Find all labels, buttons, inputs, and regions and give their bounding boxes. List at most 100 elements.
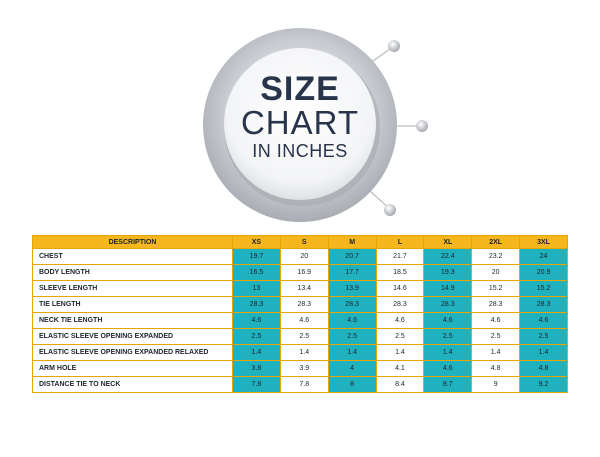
cell-value: 7.8 (279, 376, 329, 393)
cell-value: 23.2 (471, 248, 521, 265)
cell-value: 13.4 (279, 280, 329, 297)
dot-middle (416, 120, 428, 132)
header-size-xl: XL (423, 235, 473, 249)
table-header-row: DESCRIPTION XS S M L XL 2XL 3XL (32, 235, 568, 249)
cell-value: 19.3 (423, 264, 473, 281)
cell-value: 28.3 (279, 296, 329, 313)
row-label: SLEEVE LENGTH (32, 280, 233, 297)
cell-value: 1.4 (375, 344, 425, 361)
table-row: NECK TIE LENGTH 4.6 4.6 4.6 4.6 4.6 4.6 4.6 (32, 312, 568, 329)
row-label: NECK TIE LENGTH (32, 312, 233, 329)
table-row: BODY LENGTH 16.5 16.9 17.7 18.5 19.3 20 20.9 (32, 264, 568, 281)
cell-value: 20 (471, 264, 521, 281)
header-size-3xl: 3XL (519, 235, 568, 249)
row-label: TIE LENGTH (32, 296, 233, 313)
title-size: SIZE (260, 70, 340, 108)
cell-value: 21.7 (375, 248, 425, 265)
cell-value: 15.2 (519, 280, 568, 297)
cell-value: 2.5 (232, 328, 281, 345)
cell-value: 22.4 (423, 248, 473, 265)
cell-value: 1.4 (519, 344, 568, 361)
cell-value: 2.5 (423, 328, 473, 345)
cell-value: 17.7 (327, 264, 377, 281)
cell-value: 20.7 (327, 248, 377, 265)
table-body: CHEST 19.7 20 20.7 21.7 22.4 23.2 24 BODY LENGTH… (32, 248, 568, 393)
size-chart-emblem: SIZE CHART IN INCHES (203, 28, 428, 222)
cell-value: 28.3 (519, 296, 568, 313)
cell-value: 1.4 (327, 344, 377, 361)
cell-value: 28.3 (232, 296, 281, 313)
cell-value: 4 (327, 360, 377, 377)
header-size-2xl: 2XL (471, 235, 521, 249)
row-label: BODY LENGTH (32, 264, 233, 281)
cell-value: 19.7 (232, 248, 281, 265)
row-label: ELASTIC SLEEVE OPENING EXPANDED RELAXED (32, 344, 233, 361)
cell-value: 16.9 (279, 264, 329, 281)
cell-value: 4.6 (471, 312, 521, 329)
cell-value: 8.4 (375, 376, 425, 393)
cell-value: 9.2 (519, 376, 568, 393)
cell-value: 2.5 (279, 328, 329, 345)
cell-value: 28.3 (327, 296, 377, 313)
cell-value: 28.3 (471, 296, 521, 313)
cell-value: 13.9 (327, 280, 377, 297)
table-row: CHEST 19.7 20 20.7 21.7 22.4 23.2 24 (32, 248, 568, 265)
cell-value: 20 (279, 248, 329, 265)
inner-disc (224, 48, 376, 200)
table-row: ELASTIC SLEEVE OPENING EXPANDED 2.5 2.5 2.5… (32, 328, 568, 345)
cell-value: 4.6 (375, 312, 425, 329)
cell-value: 28.3 (423, 296, 473, 313)
row-label: CHEST (32, 248, 233, 265)
table-row: DISTANCE TIE TO NECK 7.8 7.8 8 8.4 8.7 9 9.2 (32, 376, 568, 393)
cell-value: 18.5 (375, 264, 425, 281)
cell-value: 2.5 (375, 328, 425, 345)
emblem-title: SIZE CHART IN INCHES (220, 72, 380, 162)
cell-value: 2.5 (471, 328, 521, 345)
row-label: ARM HOLE (32, 360, 233, 377)
dot-top (388, 40, 400, 52)
cell-value: 4.8 (519, 360, 568, 377)
size-chart-table: DESCRIPTION XS S M L XL 2XL 3XL CHEST 19.7 20 20.7… (32, 235, 568, 393)
cell-value: 4.1 (375, 360, 425, 377)
cell-value: 8.7 (423, 376, 473, 393)
title-in-inches: IN INCHES (252, 141, 348, 161)
table-row: TIE LENGTH 28.3 28.3 28.3 28.3 28.3 28.3 28.3 (32, 296, 568, 313)
cell-value: 13 (232, 280, 281, 297)
cell-value: 14.6 (375, 280, 425, 297)
table-row: ARM HOLE 3.8 3.9 4 4.1 4.6 4.8 4.8 (32, 360, 568, 377)
row-label: ELASTIC SLEEVE OPENING EXPANDED (32, 328, 233, 345)
header-size-s: S (279, 235, 329, 249)
header-size-m: M (327, 235, 377, 249)
cell-value: 1.4 (232, 344, 281, 361)
table-row: SLEEVE LENGTH 13 13.4 13.9 14.6 14.9 15.2 15.2 (32, 280, 568, 297)
cell-value: 28.3 (375, 296, 425, 313)
title-chart: CHART (240, 104, 360, 141)
cell-value: 1.4 (471, 344, 521, 361)
header-size-xs: XS (232, 235, 281, 249)
cell-value: 9 (471, 376, 521, 393)
cell-value: 8 (327, 376, 377, 393)
cell-value: 4.6 (519, 312, 568, 329)
cell-value: 4.6 (232, 312, 281, 329)
cell-value: 4.6 (423, 360, 473, 377)
cell-value: 4.6 (327, 312, 377, 329)
header-description: DESCRIPTION (32, 235, 233, 249)
cell-value: 4.6 (279, 312, 329, 329)
cell-value: 2.5 (519, 328, 568, 345)
cell-value: 24 (519, 248, 568, 265)
cell-value: 16.5 (232, 264, 281, 281)
cell-value: 14.9 (423, 280, 473, 297)
cell-value: 3.9 (279, 360, 329, 377)
header-size-l: L (375, 235, 425, 249)
emblem-graphic (203, 28, 428, 222)
cell-value: 1.4 (279, 344, 329, 361)
cell-value: 3.8 (232, 360, 281, 377)
cell-value: 1.4 (423, 344, 473, 361)
cell-value: 15.2 (471, 280, 521, 297)
table-row: ELASTIC SLEEVE OPENING EXPANDED RELAXED 1… (32, 344, 568, 361)
cell-value: 7.8 (232, 376, 281, 393)
cell-value: 20.9 (519, 264, 568, 281)
cell-value: 4.6 (423, 312, 473, 329)
dot-bottom (384, 204, 396, 216)
row-label: DISTANCE TIE TO NECK (32, 376, 233, 393)
